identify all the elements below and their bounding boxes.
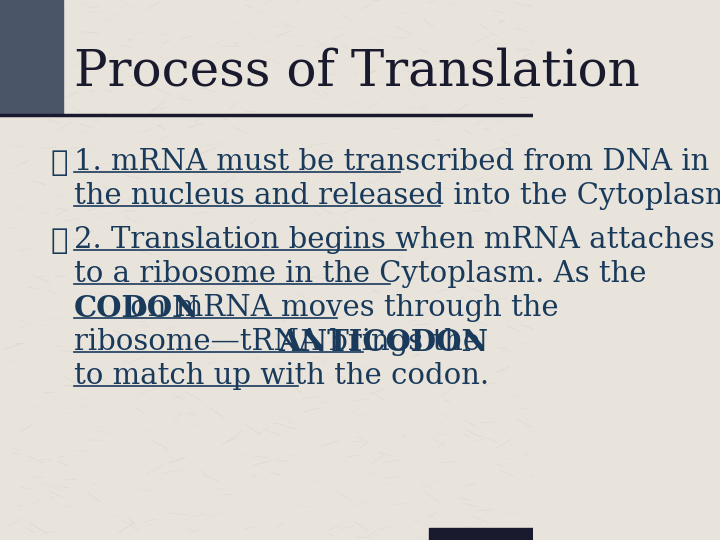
Bar <box>429 528 533 540</box>
Text: ✘: ✘ <box>50 226 68 255</box>
Text: to a ribosome in the Cytoplasm. As the: to a ribosome in the Cytoplasm. As the <box>74 260 647 288</box>
Text: ✘: ✘ <box>50 148 68 177</box>
Text: Process of Translation: Process of Translation <box>74 48 640 97</box>
Text: the nucleus and released into the Cytoplasm.: the nucleus and released into the Cytopl… <box>74 182 720 210</box>
Text: to match up with the codon.: to match up with the codon. <box>74 362 489 390</box>
Text: ribosome—tRNA brings the: ribosome—tRNA brings the <box>74 328 489 356</box>
Text: CODON: CODON <box>74 294 199 323</box>
Text: 1. mRNA must be transcribed from DNA in: 1. mRNA must be transcribed from DNA in <box>74 148 709 176</box>
Bar <box>0 0 63 115</box>
Text: ANTICODON: ANTICODON <box>279 328 489 357</box>
Text: on mRNA moves through the: on mRNA moves through the <box>120 294 558 322</box>
Text: 2. Translation begins when mRNA attaches: 2. Translation begins when mRNA attaches <box>74 226 715 254</box>
